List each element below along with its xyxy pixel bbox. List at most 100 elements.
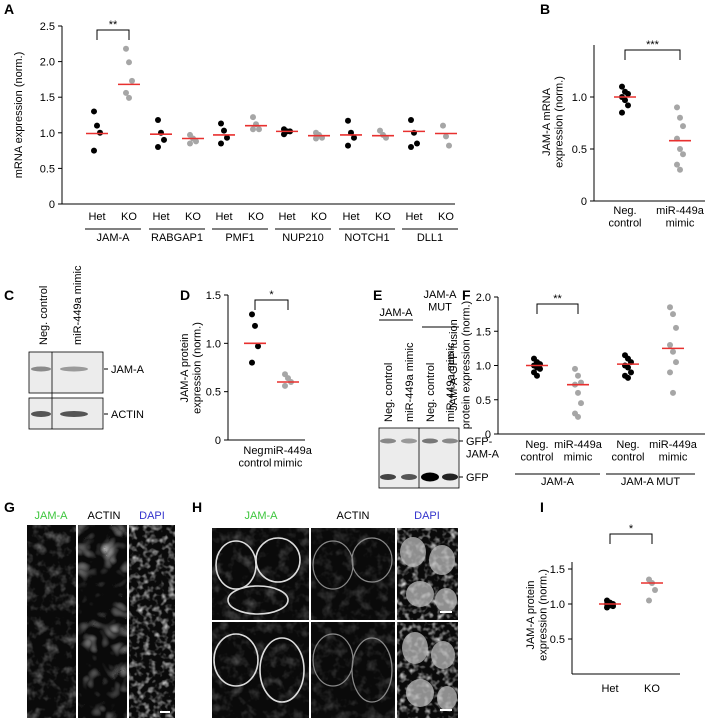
data-point bbox=[670, 348, 676, 355]
panel-letter: C bbox=[4, 287, 14, 303]
data-point bbox=[255, 343, 261, 350]
category-label: NOTCH1 bbox=[344, 232, 389, 244]
data-point bbox=[628, 369, 634, 376]
y-tick-label: 1.5 bbox=[476, 326, 491, 338]
group-label: JAM-A MUT bbox=[424, 289, 458, 314]
category-label: JAM-A bbox=[97, 232, 131, 244]
category-label: Het bbox=[601, 683, 618, 695]
panel-letter: D bbox=[180, 287, 190, 303]
lane-label: Neg. control bbox=[425, 363, 437, 422]
category-label: miR-449a mimic bbox=[264, 445, 313, 470]
series-label: Het bbox=[278, 211, 295, 223]
data-point bbox=[673, 359, 679, 366]
series-label: KO bbox=[311, 211, 327, 223]
data-point bbox=[619, 83, 625, 90]
series-label: KO bbox=[375, 211, 391, 223]
chart: 0 0.5 1.0 1.5 2.0 2.5 mRNA expression (norm.) H… bbox=[13, 19, 458, 244]
data-point bbox=[670, 311, 676, 318]
channel-label: JAM-A bbox=[35, 510, 69, 522]
panel-letter: B bbox=[540, 1, 550, 17]
data-point bbox=[652, 587, 658, 593]
data-point bbox=[256, 126, 262, 133]
panel-letter: H bbox=[192, 499, 202, 515]
y-tick-label: 0.5 bbox=[572, 144, 587, 156]
data-point bbox=[126, 59, 132, 66]
y-tick-label: 0 bbox=[49, 199, 55, 211]
band-label: GFP bbox=[466, 472, 489, 484]
data-point bbox=[249, 359, 255, 366]
data-point bbox=[674, 104, 680, 111]
y-tick-label: 1.0 bbox=[476, 361, 491, 373]
data-point bbox=[677, 146, 683, 152]
significance-bracket bbox=[254, 299, 289, 310]
category-label: miR-449a mimic bbox=[656, 205, 705, 230]
micrograph-g bbox=[27, 525, 175, 718]
significance-label: ** bbox=[109, 19, 118, 31]
y-tick-label: 0.5 bbox=[206, 387, 221, 399]
data-point bbox=[575, 389, 581, 396]
series-label: Het bbox=[152, 211, 169, 223]
data-point bbox=[155, 144, 161, 151]
channel-label: ACTIN bbox=[337, 510, 370, 522]
data-point bbox=[673, 324, 679, 331]
group-label: JAM-A bbox=[541, 476, 575, 488]
significance-bracket bbox=[609, 533, 653, 544]
data-point bbox=[446, 142, 452, 149]
channel-label: DAPI bbox=[414, 510, 440, 522]
significance-bracket bbox=[96, 29, 130, 40]
series-label: Het bbox=[88, 211, 105, 223]
category-label: Neg. control bbox=[611, 439, 644, 464]
category-label: Neg. control bbox=[520, 439, 553, 464]
category-label: Neg. control bbox=[238, 445, 271, 470]
data-point bbox=[281, 131, 287, 138]
category-label: miR-449a mimic bbox=[554, 439, 603, 464]
category-label: DLL1 bbox=[417, 232, 443, 244]
lane-label: Neg. control bbox=[383, 363, 395, 422]
data-point bbox=[575, 372, 581, 379]
significance-bracket bbox=[624, 49, 681, 60]
y-tick-label: 1.0 bbox=[572, 92, 587, 104]
category-label: KO bbox=[644, 683, 660, 695]
category-label: miR-449a mimic bbox=[649, 439, 698, 464]
data-point bbox=[155, 116, 161, 123]
significance-label: ** bbox=[553, 293, 562, 305]
y-tick-label: 0 bbox=[215, 435, 221, 447]
y-tick-label: 0.5 bbox=[550, 634, 565, 646]
blot-c bbox=[28, 351, 108, 430]
data-point bbox=[408, 116, 414, 123]
data-point bbox=[250, 114, 256, 121]
y-tick-label: 1.0 bbox=[550, 599, 565, 611]
data-point bbox=[575, 413, 581, 420]
group-label: JAM-A bbox=[380, 307, 414, 319]
lane-label: miR-449a mimic bbox=[445, 342, 457, 422]
significance-label: * bbox=[269, 289, 274, 301]
data-point bbox=[218, 120, 224, 127]
y-tick-label: 2.5 bbox=[40, 21, 55, 33]
channel-label: ACTIN bbox=[88, 510, 121, 522]
data-point bbox=[625, 102, 631, 109]
category-label: Neg. control bbox=[608, 205, 641, 230]
data-point bbox=[94, 122, 100, 129]
series-label: KO bbox=[438, 211, 454, 223]
series-label: Het bbox=[215, 211, 232, 223]
y-tick-label: 1.0 bbox=[206, 338, 221, 350]
y-tick-label: 0.5 bbox=[40, 163, 55, 175]
y-tick-label: 0.5 bbox=[476, 395, 491, 407]
y-tick-label: 0 bbox=[581, 196, 587, 208]
data-point bbox=[345, 117, 351, 124]
y-axis-label: JAM-A proteinexpression (norm.) bbox=[525, 569, 550, 661]
data-point bbox=[161, 136, 167, 143]
data-point bbox=[345, 142, 351, 149]
panel-letter: G bbox=[4, 499, 15, 515]
data-point bbox=[377, 127, 383, 134]
series-label: KO bbox=[121, 211, 137, 223]
y-tick-label: 0 bbox=[485, 429, 491, 441]
y-axis-label: JAM-A mRNAexpression (norm.) bbox=[541, 76, 566, 168]
data-point bbox=[443, 133, 449, 140]
panel-letter: I bbox=[540, 499, 544, 515]
series-label: Het bbox=[342, 211, 359, 223]
y-tick-label: 2.0 bbox=[476, 292, 491, 304]
data-point bbox=[187, 140, 193, 147]
